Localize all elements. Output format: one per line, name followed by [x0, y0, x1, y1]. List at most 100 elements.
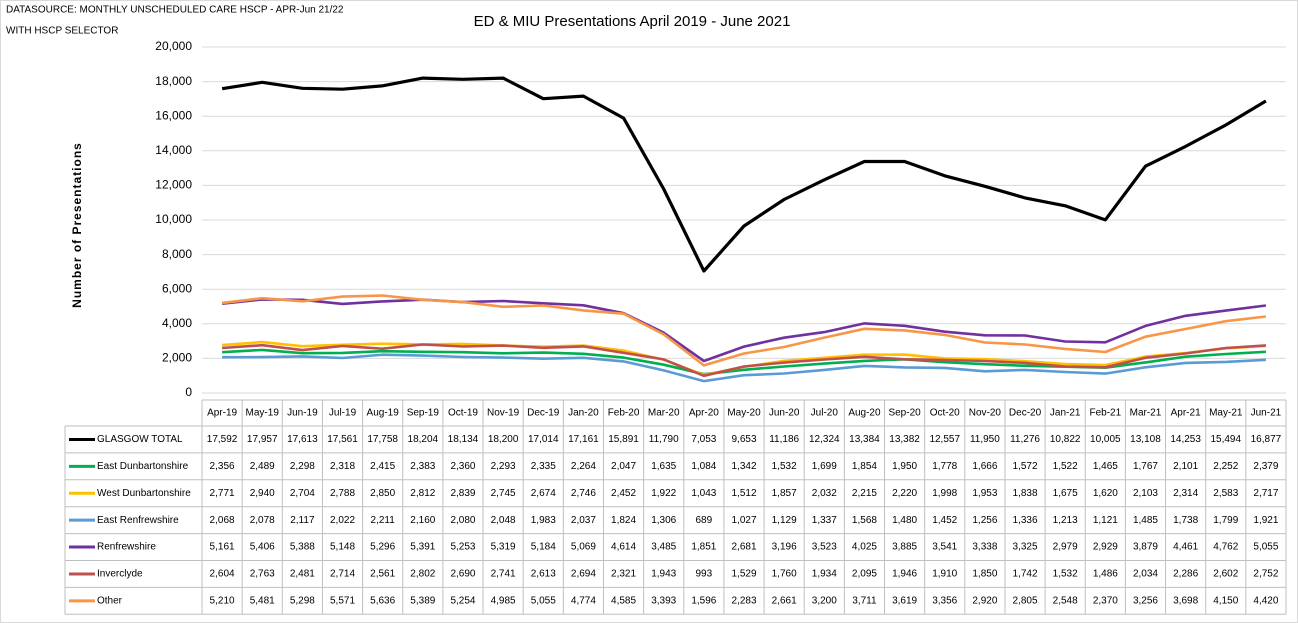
table-cell: 1,620: [1093, 488, 1118, 499]
table-cell: 2,489: [250, 461, 275, 472]
x-tick-label: Jan-20: [568, 408, 599, 419]
table-cell: 1,778: [932, 461, 957, 472]
table-cell: 5,055: [1253, 542, 1278, 553]
table-cell: 3,338: [972, 542, 997, 553]
x-tick-label: Jun-21: [1251, 408, 1282, 419]
table-cell: 2,714: [330, 569, 355, 580]
legend-label: GLASGOW TOTAL: [97, 434, 183, 445]
table-cell: 1,532: [772, 461, 797, 472]
table-cell: 2,717: [1253, 488, 1278, 499]
table-cell: 2,034: [1133, 569, 1158, 580]
table-cell: 3,698: [1173, 595, 1198, 606]
table-cell: 14,253: [1170, 434, 1201, 445]
table-cell: 2,379: [1253, 461, 1278, 472]
table-cell: 2,321: [611, 569, 636, 580]
table-cell: 2,452: [611, 488, 636, 499]
table-cell: 2,604: [210, 569, 235, 580]
table-cell: 5,161: [210, 542, 235, 553]
table-cell: 3,393: [651, 595, 676, 606]
x-tick-label: Oct-19: [448, 408, 478, 419]
table-cell: 15,494: [1210, 434, 1241, 445]
table-cell: 3,256: [1133, 595, 1158, 606]
table-cell: 1,306: [651, 515, 676, 526]
table-cell: 5,636: [370, 595, 395, 606]
table-cell: 1,854: [852, 461, 877, 472]
table-cell: 1,851: [691, 542, 716, 553]
table-cell: 2,752: [1253, 569, 1278, 580]
table-cell: 1,596: [691, 595, 716, 606]
table-cell: 4,614: [611, 542, 636, 553]
table-cell: 4,420: [1253, 595, 1278, 606]
table-cell: 2,252: [1213, 461, 1238, 472]
table-cell: 5,481: [250, 595, 275, 606]
x-tick-label: Nov-19: [487, 408, 520, 419]
table-cell: 2,356: [210, 461, 235, 472]
table-cell: 2,283: [731, 595, 756, 606]
y-tick-label: 14,000: [155, 143, 192, 157]
legend-label: East Dunbartonshire: [97, 461, 189, 472]
table-cell: 18,134: [448, 434, 479, 445]
table-cell: 2,022: [330, 515, 355, 526]
y-tick-label: 2,000: [162, 351, 192, 365]
table-cell: 13,108: [1130, 434, 1161, 445]
y-tick-label: 8,000: [162, 247, 192, 261]
table-cell: 2,160: [410, 515, 435, 526]
table-cell: 2,314: [1173, 488, 1198, 499]
table-cell: 1,452: [932, 515, 957, 526]
table-cell: 3,523: [812, 542, 837, 553]
table-cell: 17,758: [367, 434, 398, 445]
table-cell: 1,532: [1053, 569, 1078, 580]
table-cell: 1,213: [1053, 515, 1078, 526]
legend-label: Inverclyde: [97, 569, 143, 580]
table-cell: 2,032: [812, 488, 837, 499]
table-cell: 11,186: [769, 434, 799, 445]
table-cell: 5,406: [250, 542, 275, 553]
table-cell: 2,661: [772, 595, 797, 606]
y-tick-label: 10,000: [155, 212, 192, 226]
table-cell: 5,298: [290, 595, 315, 606]
table-cell: 1,742: [1013, 569, 1038, 580]
table-cell: 4,025: [852, 542, 877, 553]
table-cell: 13,382: [889, 434, 920, 445]
table-cell: 2,211: [371, 515, 396, 526]
x-tick-label: Aug-19: [367, 408, 400, 419]
table-cell: 1,983: [531, 515, 556, 526]
table-cell: 2,940: [250, 488, 275, 499]
table-cell: 1,486: [1093, 569, 1118, 580]
table-cell: 2,047: [611, 461, 636, 472]
table-cell: 2,850: [370, 488, 395, 499]
table-cell: 2,215: [852, 488, 877, 499]
note: DATASOURCE: MONTHLY UNSCHEDULED CARE HSC…: [6, 5, 344, 16]
table-cell: 16,877: [1251, 434, 1282, 445]
x-tick-label: Dec-19: [527, 408, 560, 419]
table-cell: 5,210: [210, 595, 235, 606]
table-cell: 1,572: [1013, 461, 1038, 472]
series-line: [222, 343, 1266, 378]
table-cell: 2,741: [491, 569, 516, 580]
x-tick-label: Feb-20: [608, 408, 640, 419]
table-cell: 11,790: [649, 434, 679, 445]
table-cell: 2,068: [210, 515, 235, 526]
series-line: [221, 76, 1267, 273]
x-tick-label: Sep-19: [407, 408, 440, 419]
table-cell: 2,920: [972, 595, 997, 606]
table-cell: 1,950: [892, 461, 917, 472]
table-cell: 1,953: [972, 488, 997, 499]
table-cell: 1,512: [731, 488, 756, 499]
table-cell: 18,204: [408, 434, 439, 445]
table-cell: 2,360: [450, 461, 475, 472]
table-cell: 1,043: [691, 488, 716, 499]
table-cell: 2,548: [1053, 595, 1078, 606]
x-tick-label: Aug-20: [848, 408, 881, 419]
table-cell: 3,619: [892, 595, 917, 606]
table-cell: 4,774: [571, 595, 596, 606]
table-cell: 2,839: [450, 488, 475, 499]
table-cell: 2,704: [290, 488, 315, 499]
table-cell: 2,095: [852, 569, 877, 580]
table-cell: 2,674: [531, 488, 556, 499]
table-cell: 2,746: [571, 488, 596, 499]
table-cell: 5,319: [491, 542, 516, 553]
table-cell: 2,383: [410, 461, 435, 472]
table-cell: 1,921: [1253, 515, 1278, 526]
